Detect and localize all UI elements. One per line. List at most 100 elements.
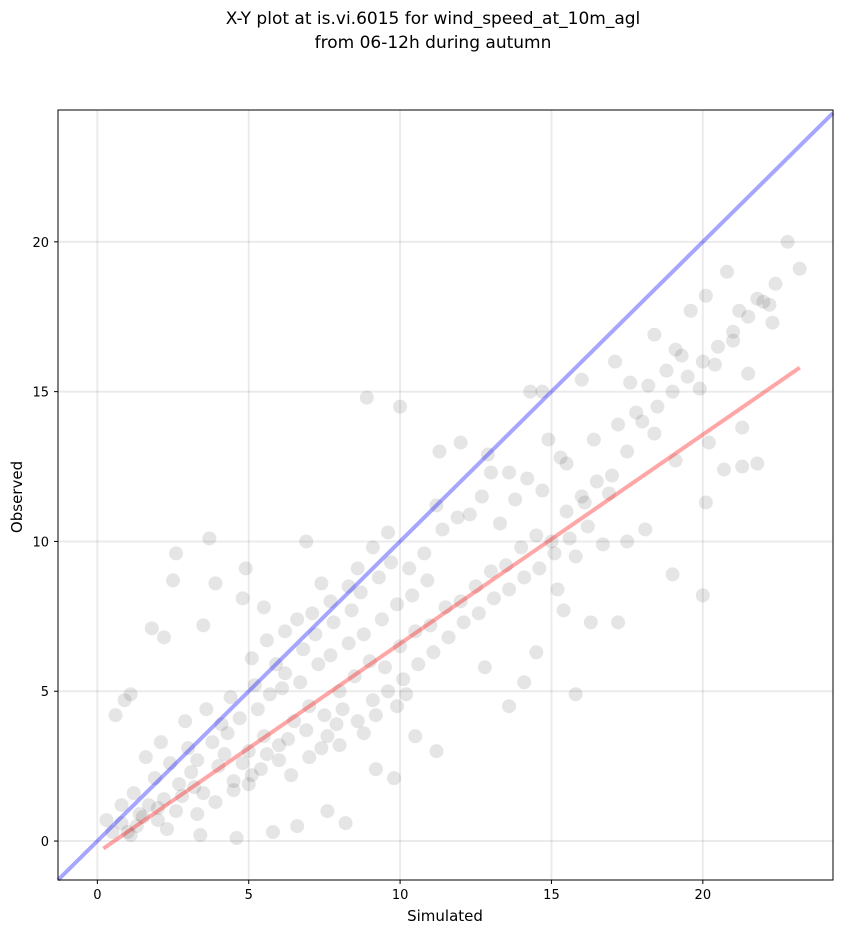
data-point-27 [544,534,559,549]
data-point-23 [483,564,498,579]
data-point-220 [462,507,477,522]
data-point-235 [726,333,741,348]
y-tick-label-0: 0 [41,835,49,850]
data-point-8 [256,729,271,744]
data-point-19 [423,618,438,633]
data-point-55 [299,534,314,549]
data-point-180 [441,630,456,645]
data-point-106 [453,435,468,450]
data-point-151 [293,675,308,690]
data-point-63 [256,600,271,615]
data-point-102 [647,327,662,342]
data-point-110 [502,465,517,480]
data-point-61 [196,618,211,633]
data-point-213 [290,612,305,627]
data-point-65 [117,693,132,708]
data-point-111 [483,465,498,480]
data-point-16 [377,660,392,675]
data-point-62 [235,591,250,606]
data-point-125 [223,690,238,705]
data-point-144 [190,753,205,768]
data-point-2 [150,801,165,816]
data-point-233 [692,381,707,396]
data-point-1 [135,810,150,825]
data-point-153 [323,648,338,663]
data-point-45 [750,291,765,306]
data-point-85 [665,567,680,582]
data-point-47 [720,264,735,279]
data-point-121 [153,735,168,750]
data-point-101 [608,354,623,369]
data-point-185 [517,570,532,585]
data-point-192 [123,828,138,843]
data-point-116 [620,534,635,549]
data-point-143 [181,741,196,756]
data-point-131 [326,615,341,630]
identity-line [56,111,835,882]
data-point-4 [187,780,202,795]
data-point-100 [574,372,589,387]
data-point-14 [347,669,362,684]
data-point-64 [108,708,123,723]
data-point-39 [726,324,741,339]
x-tick-label-1: 5 [245,888,253,903]
data-point-198 [226,783,241,798]
data-point-93 [717,462,732,477]
data-point-5 [211,759,226,774]
x-tick-label-0: 0 [93,888,101,903]
data-point-181 [456,615,471,630]
data-point-212 [278,624,293,639]
data-point-171 [314,741,329,756]
data-point-68 [114,798,129,813]
data-point-13 [332,684,347,699]
data-point-114 [577,495,592,510]
data-point-91 [550,582,565,597]
data-point-105 [535,384,550,399]
data-point-78 [338,816,353,831]
data-point-190 [105,825,120,840]
data-point-178 [411,657,426,672]
data-point-81 [265,825,280,840]
data-point-70 [568,687,583,702]
y-axis-label: Observed [8,461,26,533]
data-point-108 [432,444,447,459]
data-point-148 [250,702,265,717]
y-tick-label-4: 20 [32,236,49,251]
data-point-238 [623,375,638,390]
data-point-25 [514,540,529,555]
data-point-10 [287,714,302,729]
data-point-92 [698,495,713,510]
data-point-210 [244,651,259,666]
data-point-161 [156,792,171,807]
data-point-221 [474,489,489,504]
data-point-224 [520,471,535,486]
x-axis-label: Simulated [407,907,483,925]
data-point-133 [353,585,368,600]
data-point-15 [362,654,377,669]
data-point-52 [202,531,217,546]
data-point-200 [253,762,268,777]
fit-line [102,366,801,851]
data-point-166 [235,756,250,771]
data-point-136 [402,561,417,576]
data-point-160 [132,807,147,822]
data-point-146 [220,726,235,741]
data-point-175 [365,693,380,708]
data-point-83 [193,828,208,843]
data-point-128 [278,666,293,681]
data-point-201 [271,753,286,768]
data-point-80 [290,819,305,834]
data-point-30 [589,474,604,489]
data-point-189 [580,519,595,534]
data-point-34 [650,399,665,414]
data-point-48 [762,297,777,312]
data-point-218 [365,540,380,555]
chart-title-line2: from 06-12h during autumn [315,33,552,53]
data-point-165 [217,747,232,762]
data-point-214 [305,606,320,621]
data-point-75 [408,729,423,744]
data-point-187 [547,546,562,561]
data-point-107 [480,447,495,462]
y-tick-label-1: 5 [41,685,49,700]
